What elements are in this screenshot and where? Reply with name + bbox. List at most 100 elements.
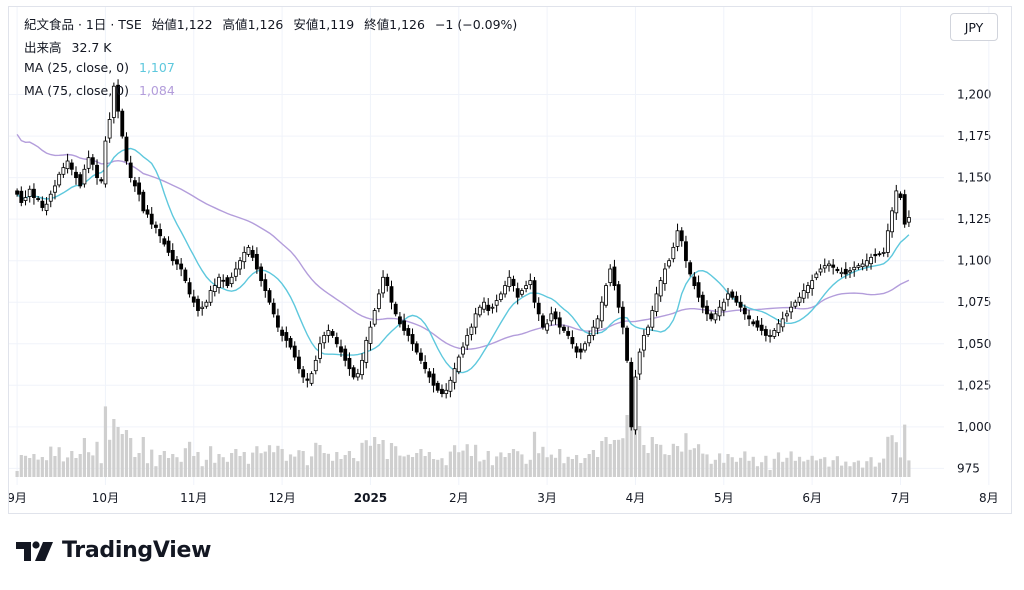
candle-body [158,229,163,237]
candle-body [852,266,857,271]
candle-body [700,294,705,308]
candle-body [898,193,903,198]
candle-body [633,376,638,431]
candle-body [469,326,474,335]
volume-bar [608,444,612,477]
volume-bar [423,456,427,477]
candle-body [843,268,848,275]
volume-bar [259,453,263,477]
candle-body [763,329,768,336]
candle-body [334,337,339,345]
volume-bar [537,453,541,477]
ma75-legend[interactable]: MA (75, close, 0) 1,084 [24,83,175,98]
candle-body [591,326,596,336]
chart-frame[interactable]: 975 1,000 1,025 1,050 1,075 1,100 1,125 1,150 1,… [8,6,1012,514]
volume-bar [99,463,103,477]
volume-bar [200,466,204,477]
y-tick-label: 1,025 [957,378,991,392]
volume-bar [633,394,638,477]
tradingview-brand[interactable]: TradingView [16,538,211,563]
volume-bar [692,448,696,477]
volume-bar [242,452,246,477]
candle-body [397,316,402,325]
volume-bar [74,458,78,477]
volume-bar [284,460,288,477]
volume-bar [103,406,108,477]
ma75-line [16,134,910,350]
volume-bar [861,467,865,477]
price-chart[interactable]: 975 1,000 1,025 1,050 1,075 1,100 1,125 1,150 1,… [9,7,1011,513]
candle-body [162,238,167,245]
volume-bar [238,456,242,477]
candle-body [19,190,24,203]
ma25-value: 1,107 [139,60,175,75]
candle-body [322,335,327,344]
volume-bar [486,451,490,477]
volume-bar [23,455,28,477]
candle-body [187,282,192,295]
candle-body [267,290,272,303]
volume-bar [171,454,175,477]
candle-body [305,378,310,381]
candle-body [511,278,516,287]
volume-bar [385,459,389,477]
candle-body [309,373,314,384]
low-label: 安値 [293,17,319,32]
candle-body [684,241,688,262]
volume-bar [28,458,32,477]
candle-body [107,119,112,139]
volume-bar [751,456,755,477]
volume-bar [482,459,486,477]
y-tick-label: 1,125 [957,212,991,226]
candle-body [906,217,911,223]
volume-bar [490,465,495,477]
candle-body [347,357,352,370]
volume-bar [587,454,591,477]
candle-body [124,136,129,162]
volume-bar [688,449,692,477]
volume-bar [570,459,574,477]
volume-bar [654,444,659,477]
volume-bar [394,446,398,477]
volume-label: 出来高 [24,40,62,55]
volume-bar [251,452,255,477]
candle-body [742,307,747,315]
volume-bar [520,454,524,477]
volume-bar [124,430,129,477]
volume-bar [827,466,831,477]
candle-body [74,171,78,179]
volume-bar [150,449,154,477]
volume-bar [444,465,448,477]
volume-bar [600,441,604,477]
volume-bar [776,452,781,477]
currency-button[interactable]: JPY [950,13,998,41]
candle-body [32,188,36,198]
volume-bar [217,454,221,477]
volume-bar [553,457,558,477]
volume-bar [419,449,423,477]
close-value: 1,126 [389,17,425,32]
candle-body [848,270,852,273]
candle-body [625,327,629,361]
candle-body [503,285,507,295]
volume-bar [511,449,516,477]
volume-bar [579,463,583,477]
volume-bar [204,459,208,477]
ma25-legend[interactable]: MA (25, close, 0) 1,107 [24,60,175,75]
volume-bar [53,456,57,477]
volume-bar [894,442,898,477]
tradingview-logo-icon [16,540,53,561]
candle-body [90,157,95,165]
volume-bar [709,463,713,477]
candle-body [671,246,676,260]
candle-body [528,280,533,286]
volume-bar [516,451,520,477]
volume-bar [410,457,415,477]
volume-bar [40,457,44,477]
candle-body [208,290,213,303]
candle-body [132,180,137,187]
volume-bar [802,461,806,477]
candle-body [166,240,171,253]
candle-body [61,167,66,175]
candle-body [461,346,465,355]
